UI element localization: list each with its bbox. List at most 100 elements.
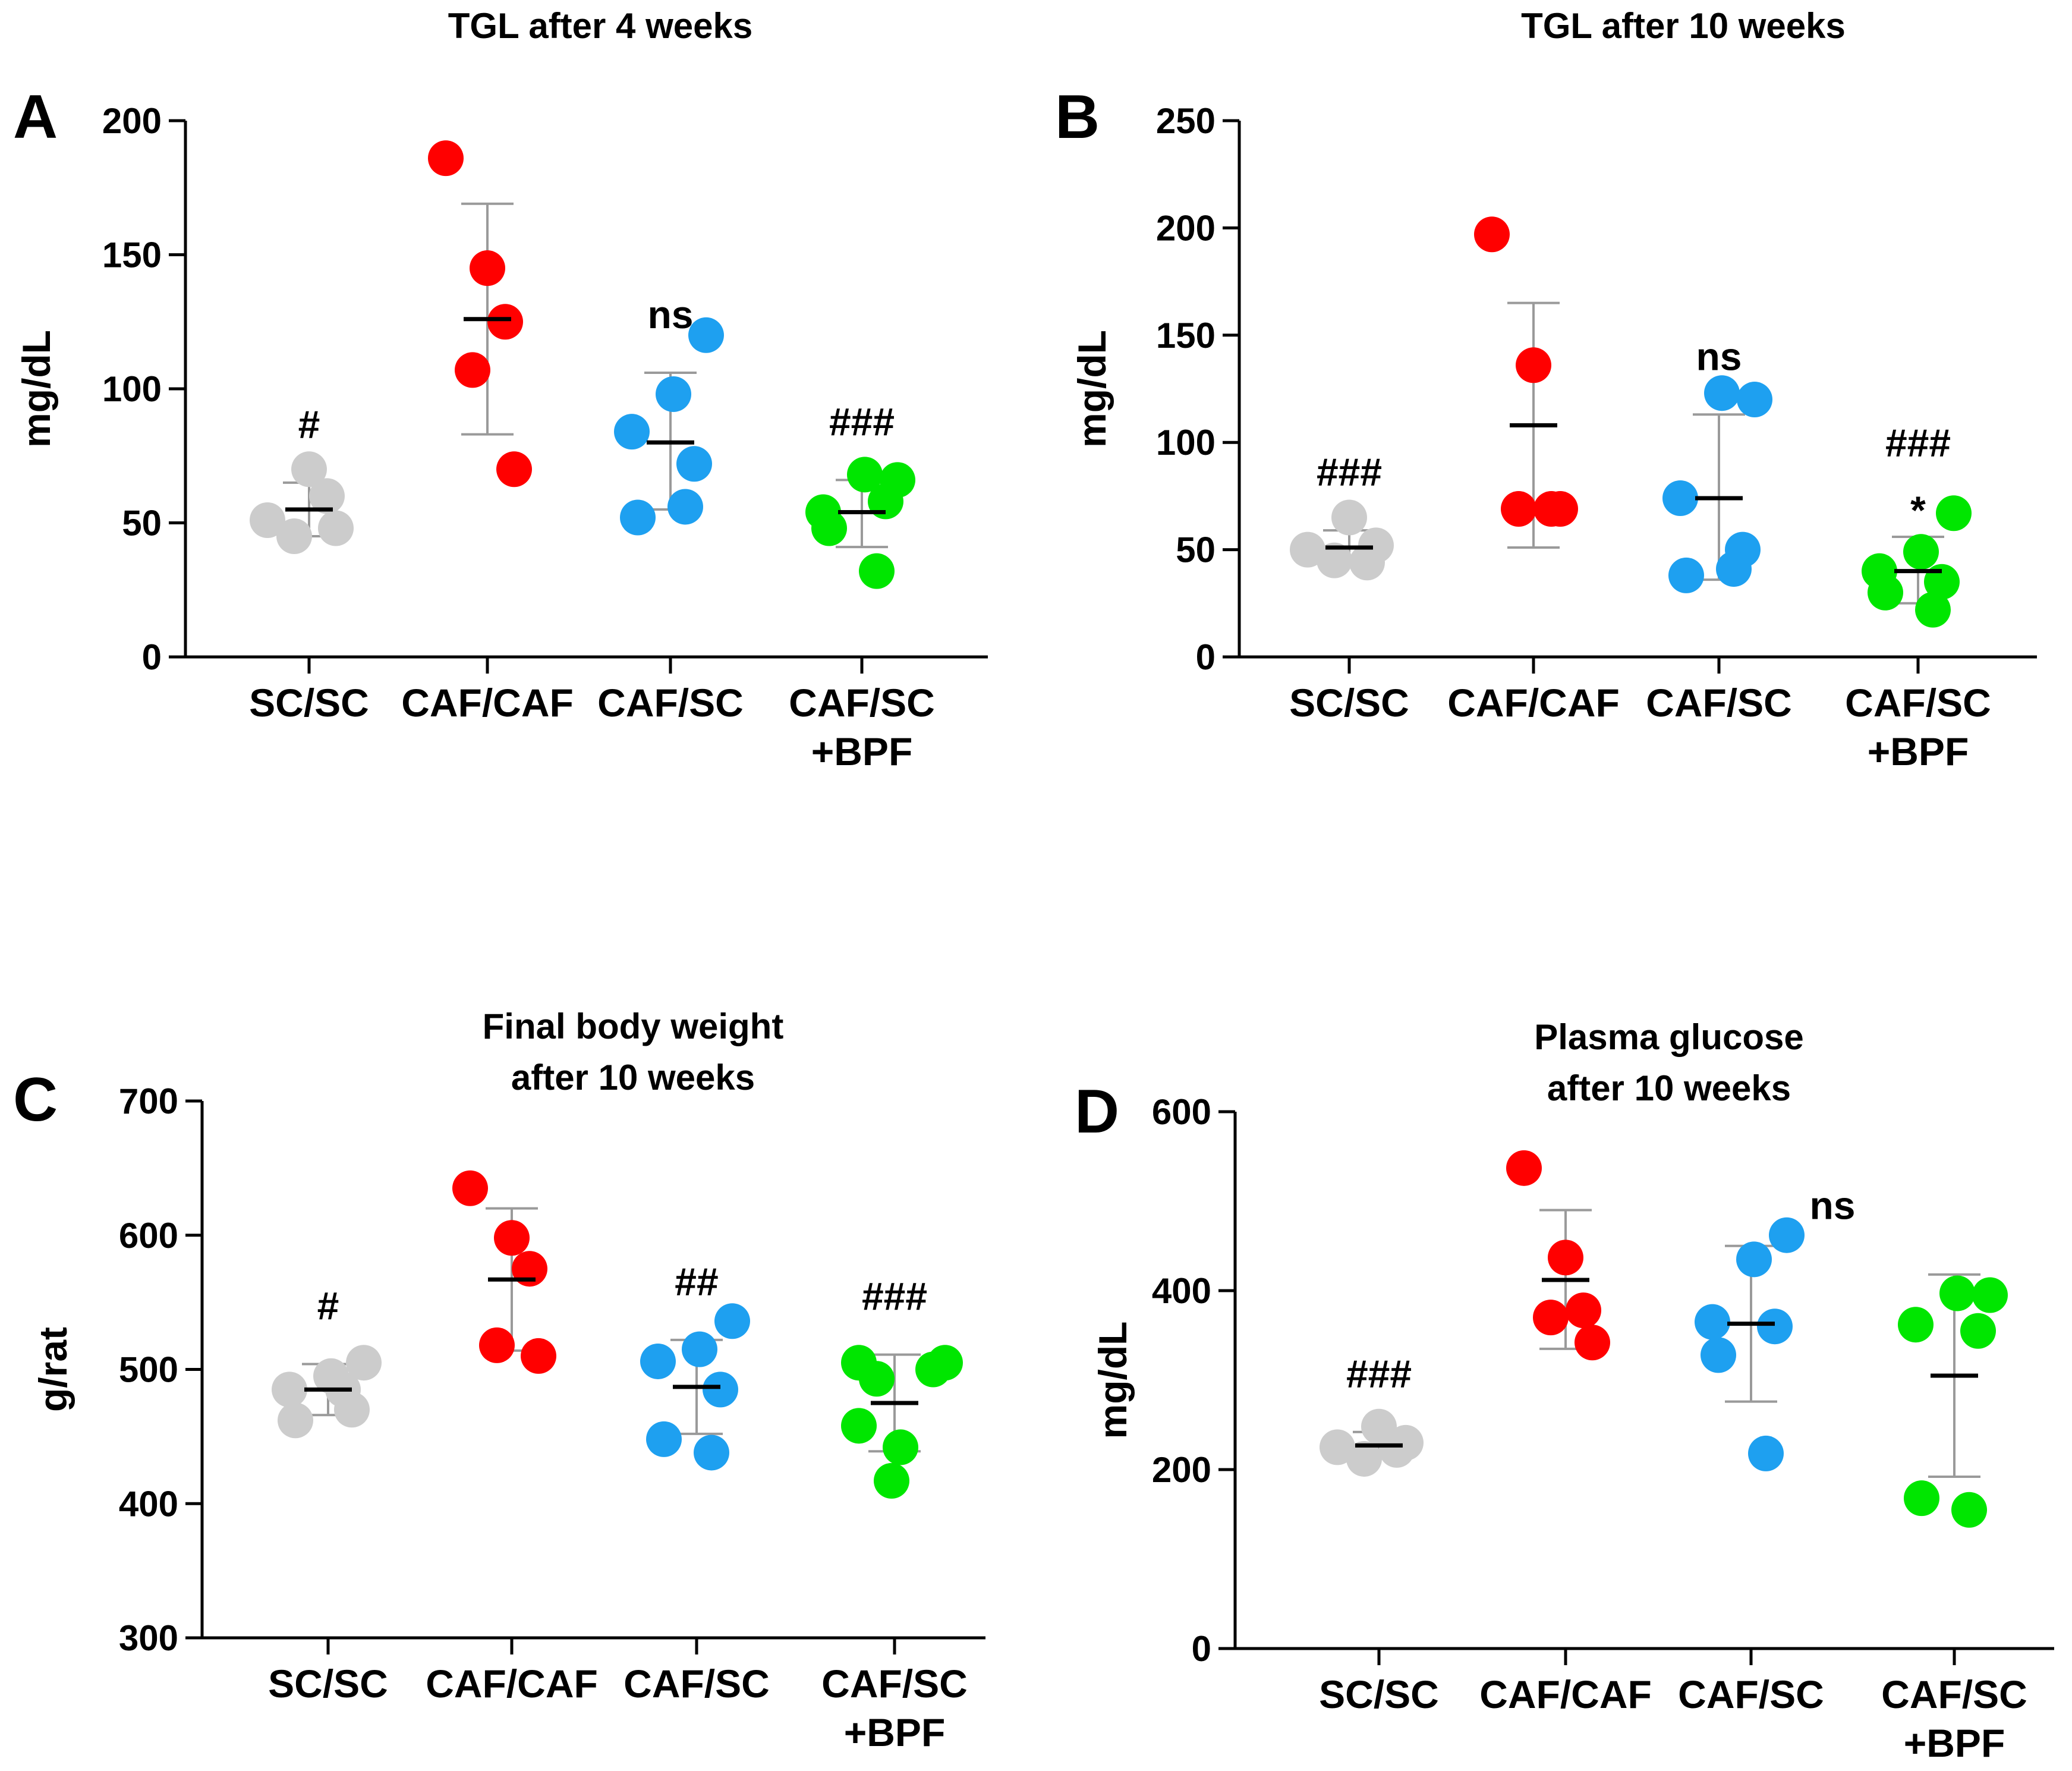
panel-label: B bbox=[1055, 83, 1100, 152]
data-point bbox=[1757, 1308, 1793, 1345]
significance-annotation: ### bbox=[1346, 1352, 1412, 1396]
data-point bbox=[1903, 534, 1939, 570]
data-point bbox=[682, 1331, 717, 1367]
x-category-label: CAF/CAF bbox=[1447, 681, 1620, 725]
y-tick-label: 200 bbox=[1152, 1450, 1211, 1490]
x-category-label: CAF/SC bbox=[597, 681, 744, 725]
significance-annotation: ### bbox=[829, 400, 895, 443]
series-2: ## bbox=[640, 1260, 750, 1471]
data-point bbox=[1320, 1429, 1355, 1465]
y-tick-label: 200 bbox=[1156, 208, 1216, 248]
series-3: ### bbox=[841, 1275, 963, 1499]
data-point bbox=[688, 317, 724, 353]
significance-annotation: ### bbox=[1317, 450, 1382, 494]
data-point bbox=[847, 457, 883, 493]
data-point bbox=[1542, 491, 1578, 527]
data-point bbox=[1695, 1304, 1730, 1340]
y-tick-label: 200 bbox=[102, 101, 162, 141]
data-point bbox=[346, 1345, 382, 1381]
data-point bbox=[1915, 592, 1951, 628]
x-category-label: SC/SC bbox=[268, 1662, 388, 1706]
data-point bbox=[883, 1429, 918, 1465]
chart-title: after 10 weeks bbox=[1547, 1068, 1791, 1108]
data-point bbox=[452, 1170, 488, 1206]
chart-title: after 10 weeks bbox=[511, 1058, 755, 1097]
y-tick-label: 100 bbox=[102, 369, 162, 409]
y-tick-label: 600 bbox=[119, 1216, 178, 1256]
chart-panel-B: TGL after 10 weeks B 0 50 100 150 200 250 mg/dL S… bbox=[1055, 6, 2037, 773]
y-tick-label: 50 bbox=[1176, 530, 1216, 570]
series-0: ### bbox=[1290, 450, 1394, 581]
y-axis-label: mg/dL bbox=[14, 330, 58, 448]
significance-annotation: ns bbox=[1809, 1184, 1855, 1228]
data-point bbox=[278, 1402, 313, 1439]
chart-panel-A: TGL after 4 weeks A 0 50 100 150 200 mg/dL SC/SC… bbox=[13, 6, 988, 773]
chart-title: Final body weight bbox=[483, 1006, 784, 1046]
x-category-label: SC/SC bbox=[1289, 681, 1409, 725]
data-point bbox=[272, 1371, 307, 1408]
data-point bbox=[614, 414, 650, 450]
series-3: ### * bbox=[1862, 421, 1972, 628]
data-point bbox=[1346, 1440, 1382, 1477]
data-point bbox=[1939, 1275, 1975, 1311]
data-point bbox=[1358, 527, 1394, 564]
data-point bbox=[487, 304, 523, 340]
x-category-label: CAF/SC bbox=[1646, 681, 1792, 725]
significance-annotation: ### bbox=[1885, 421, 1951, 465]
data-point bbox=[1951, 1492, 1987, 1528]
x-category-label: CAF/CAF bbox=[1479, 1672, 1652, 1716]
series-2 bbox=[1695, 1217, 1805, 1471]
y-tick-label: 500 bbox=[119, 1350, 178, 1390]
x-category-label: CAF/CAF bbox=[426, 1662, 598, 1706]
y-tick-label: 600 bbox=[1152, 1092, 1211, 1132]
data-point bbox=[1388, 1424, 1424, 1461]
data-point bbox=[1960, 1313, 1996, 1349]
data-point bbox=[811, 510, 847, 546]
data-point bbox=[496, 451, 532, 487]
panel-label: D bbox=[1075, 1077, 1119, 1146]
x-category-label: CAF/SC bbox=[1881, 1672, 2027, 1716]
x-category-label: CAF/CAF bbox=[401, 681, 574, 725]
x-category-label: SC/SC bbox=[1319, 1672, 1439, 1716]
data-point bbox=[656, 376, 691, 413]
data-point bbox=[291, 451, 327, 487]
data-point bbox=[494, 1220, 530, 1256]
series-3 bbox=[1898, 1273, 2008, 1528]
y-tick-label: 700 bbox=[119, 1081, 178, 1121]
chart-title: Plasma glucose bbox=[1534, 1017, 1804, 1057]
y-tick-label: 400 bbox=[119, 1484, 178, 1524]
x-category-label: SC/SC bbox=[249, 681, 369, 725]
data-point bbox=[694, 1435, 729, 1471]
data-point bbox=[676, 446, 712, 482]
y-tick-label: 150 bbox=[1156, 316, 1216, 356]
data-point bbox=[915, 1351, 951, 1388]
chart-panel-D: Plasma glucose after 10 weeks D 0 200 400 600 m… bbox=[1075, 1017, 2054, 1765]
y-axis-label: mg/dL bbox=[1070, 330, 1114, 448]
data-point bbox=[620, 499, 656, 536]
y-tick-label: 0 bbox=[1192, 1629, 1211, 1669]
series-0: # bbox=[272, 1284, 382, 1439]
data-point bbox=[1868, 574, 1903, 611]
series-1 bbox=[428, 140, 532, 487]
data-point bbox=[646, 1421, 682, 1457]
data-point bbox=[1575, 1325, 1610, 1361]
data-point bbox=[1662, 480, 1698, 517]
panel-label: A bbox=[13, 83, 58, 152]
series-2: ns bbox=[1662, 334, 1772, 593]
x-category-label: +BPF bbox=[811, 729, 913, 773]
data-point bbox=[1748, 1435, 1784, 1471]
x-category-label: +BPF bbox=[1904, 1721, 2005, 1765]
data-point bbox=[841, 1408, 877, 1444]
data-point bbox=[1704, 375, 1740, 411]
x-category-label: CAF/SC bbox=[624, 1662, 770, 1706]
x-category-label: CAF/SC bbox=[1845, 681, 1991, 725]
x-category-label: +BPF bbox=[844, 1710, 946, 1754]
data-point bbox=[1737, 382, 1772, 418]
data-point bbox=[1736, 1241, 1772, 1278]
data-point bbox=[1972, 1277, 2008, 1313]
data-point bbox=[1506, 1150, 1542, 1186]
data-point bbox=[859, 1361, 895, 1397]
panel-label: C bbox=[13, 1065, 58, 1134]
series-1 bbox=[452, 1170, 556, 1374]
